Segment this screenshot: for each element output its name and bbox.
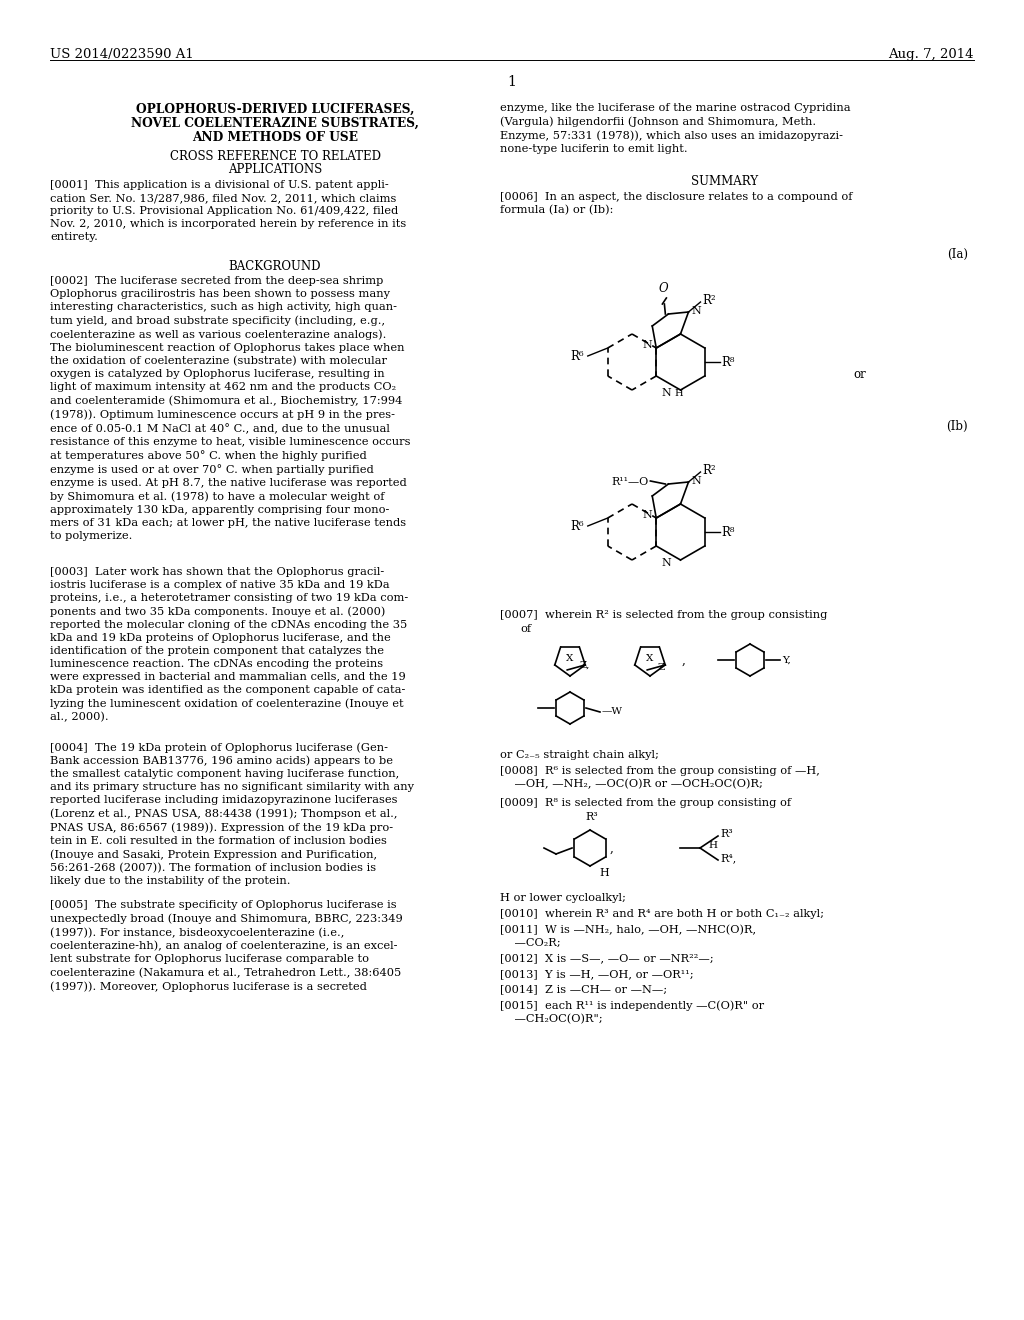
Text: enzyme, like the luciferase of the marine ostracod Cypridina
(Vargula) hilgendor: enzyme, like the luciferase of the marin… [500, 103, 851, 153]
Text: ,: , [682, 653, 686, 667]
Text: BACKGROUND: BACKGROUND [228, 260, 322, 273]
Text: Z: Z [658, 664, 666, 672]
Text: [0014]  Z is —CH— or —N—;: [0014] Z is —CH— or —N—; [500, 985, 667, 994]
Text: [0006]  In an aspect, the disclosure relates to a compound of
formula (Ia) or (I: [0006] In an aspect, the disclosure rela… [500, 191, 853, 215]
Text: SUMMARY: SUMMARY [691, 176, 759, 187]
Text: [0004]  The 19 kDa protein of Oplophorus luciferase (Gen-
Bank accession BAB1377: [0004] The 19 kDa protein of Oplophorus … [50, 742, 414, 887]
Text: R²: R² [702, 463, 716, 477]
Text: R⁶: R⁶ [570, 520, 584, 532]
Text: H: H [708, 842, 717, 850]
Text: [0008]  R⁶ is selected from the group consisting of —H,
    —OH, —NH₂, —OC(O)R o: [0008] R⁶ is selected from the group con… [500, 766, 820, 789]
Text: OPLOPHORUS-DERIVED LUCIFERASES,: OPLOPHORUS-DERIVED LUCIFERASES, [136, 103, 415, 116]
Text: N: N [691, 306, 701, 315]
Text: H: H [599, 869, 609, 878]
Text: N: N [642, 510, 652, 520]
Text: R²: R² [702, 293, 716, 306]
Text: (Ib): (Ib) [946, 420, 968, 433]
Text: [0005]  The substrate specificity of Oplophorus luciferase is
unexpectedly broad: [0005] The substrate specificity of Oplo… [50, 900, 402, 991]
Text: R⁶: R⁶ [570, 350, 584, 363]
Text: APPLICATIONS: APPLICATIONS [228, 162, 323, 176]
Text: or: or [854, 368, 866, 381]
Text: [0001]  This application is a divisional of U.S. patent appli-
cation Ser. No. 1: [0001] This application is a divisional … [50, 180, 407, 242]
Text: R³: R³ [586, 812, 598, 822]
Text: R⁴,: R⁴, [720, 853, 736, 863]
Text: [0007]  wherein R² is selected from the group consisting: [0007] wherein R² is selected from the g… [500, 610, 827, 620]
Text: [0009]  R⁸ is selected from the group consisting of: [0009] R⁸ is selected from the group con… [500, 799, 792, 808]
Text: [0013]  Y is —H, —OH, or —OR¹¹;: [0013] Y is —H, —OH, or —OR¹¹; [500, 969, 693, 979]
Text: —W: —W [602, 708, 623, 717]
Text: N: N [662, 558, 672, 568]
Text: NOVEL COELENTERAZINE SUBSTRATES,: NOVEL COELENTERAZINE SUBSTRATES, [131, 117, 419, 129]
Text: [0010]  wherein R³ and R⁴ are both H or both C₁₋₂ alkyl;: [0010] wherein R³ and R⁴ are both H or b… [500, 909, 824, 919]
Text: [0012]  X is —S—, —O— or —NR²²—;: [0012] X is —S—, —O— or —NR²²—; [500, 953, 714, 964]
Text: (Ia): (Ia) [947, 248, 968, 261]
Text: O: O [658, 282, 669, 294]
Text: ,: , [610, 842, 613, 854]
Text: [0011]  W is —NH₂, halo, —OH, —NHC(O)R,
    —CO₂R;: [0011] W is —NH₂, halo, —OH, —NHC(O)R, —… [500, 924, 756, 948]
Text: US 2014/0223590 A1: US 2014/0223590 A1 [50, 48, 194, 61]
Text: R³: R³ [720, 829, 733, 840]
Text: R¹¹—O: R¹¹—O [611, 477, 648, 487]
Text: N: N [691, 477, 701, 486]
Text: of: of [520, 624, 531, 634]
Text: Aug. 7, 2014: Aug. 7, 2014 [889, 48, 974, 61]
Text: [0015]  each R¹¹ is independently —C(O)R" or
    —CH₂OC(O)R";: [0015] each R¹¹ is independently —C(O)R"… [500, 1001, 764, 1024]
Text: Z,: Z, [580, 660, 591, 669]
Text: R⁸: R⁸ [722, 525, 735, 539]
Text: [0002]  The luciferase secreted from the deep-sea shrimp
Oplophorus gracilirostr: [0002] The luciferase secreted from the … [50, 276, 411, 541]
Text: N: N [642, 341, 652, 350]
Text: H: H [675, 389, 683, 399]
Text: N: N [662, 388, 672, 399]
Text: X: X [566, 653, 573, 663]
Text: H or lower cycloalkyl;: H or lower cycloalkyl; [500, 894, 626, 903]
Text: AND METHODS OF USE: AND METHODS OF USE [193, 131, 358, 144]
Text: R⁸: R⁸ [722, 355, 735, 368]
Text: 1: 1 [508, 75, 516, 88]
Text: or C₂₋₅ straight chain alkyl;: or C₂₋₅ straight chain alkyl; [500, 750, 658, 760]
Text: X: X [646, 653, 653, 663]
Text: CROSS REFERENCE TO RELATED: CROSS REFERENCE TO RELATED [170, 150, 381, 162]
Text: [0003]  Later work has shown that the Oplophorus gracil-
iostris luciferase is a: [0003] Later work has shown that the Opl… [50, 568, 409, 722]
Text: Y,: Y, [782, 656, 791, 664]
